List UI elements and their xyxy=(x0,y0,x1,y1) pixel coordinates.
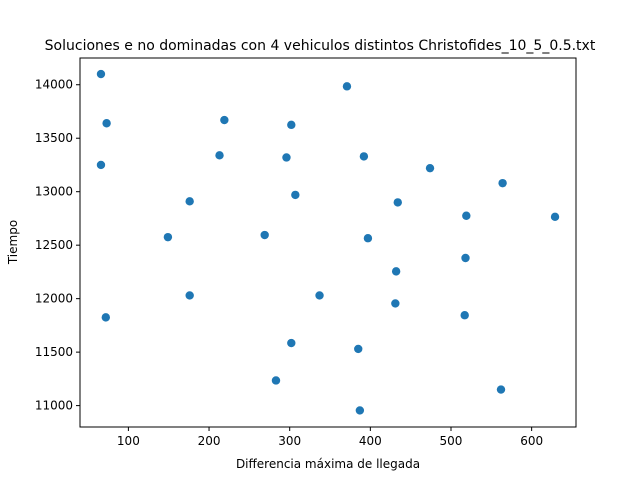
data-point xyxy=(215,151,224,160)
data-point xyxy=(271,376,281,385)
plot-area-frame xyxy=(79,57,577,428)
data-point xyxy=(359,152,369,161)
data-point xyxy=(391,299,400,308)
x-tick-label: 300 xyxy=(278,434,301,448)
data-point xyxy=(342,82,352,91)
data-points xyxy=(96,69,560,415)
data-point xyxy=(498,178,507,188)
data-point xyxy=(102,119,111,128)
data-point xyxy=(462,211,471,220)
data-point xyxy=(101,313,111,322)
data-point xyxy=(282,153,291,162)
x-tick-label: 600 xyxy=(520,434,543,448)
data-point xyxy=(185,197,194,206)
data-point xyxy=(550,212,560,222)
data-point xyxy=(496,385,506,394)
chart-title: Soluciones e no dominadas con 4 vehiculo… xyxy=(45,38,596,54)
data-point xyxy=(220,115,229,125)
data-point xyxy=(260,230,269,240)
data-point xyxy=(185,291,194,300)
data-point xyxy=(393,198,402,207)
x-tick-label: 400 xyxy=(359,434,382,448)
data-point xyxy=(354,344,363,354)
data-point xyxy=(96,69,106,79)
x-tick-label: 100 xyxy=(117,434,140,448)
y-tick-label: 12500 xyxy=(35,238,73,252)
data-point xyxy=(461,253,470,263)
y-tick-label: 14000 xyxy=(35,78,73,92)
data-point xyxy=(315,291,324,300)
x-tick-label: 200 xyxy=(198,434,221,448)
data-point xyxy=(460,311,469,320)
x-axis-label: Differencia máxima de llegada xyxy=(236,457,420,471)
data-point xyxy=(425,163,435,173)
data-point xyxy=(291,190,300,200)
y-tick-label: 12000 xyxy=(35,292,73,306)
x-tick-label: 500 xyxy=(440,434,463,448)
y-axis-label: Tiempo xyxy=(6,220,20,265)
data-point xyxy=(96,160,106,170)
y-tick-label: 11000 xyxy=(35,399,73,413)
data-point xyxy=(391,267,401,276)
data-point xyxy=(355,406,365,415)
data-point xyxy=(363,234,373,243)
y-tick-label: 13500 xyxy=(35,131,73,145)
axis-ticks: 100 200 300 400 500 600 11000 11500 12000 12500 13… xyxy=(35,78,543,448)
y-tick-label: 11500 xyxy=(35,345,73,359)
data-point xyxy=(287,120,296,130)
data-point xyxy=(287,338,296,348)
y-tick-label: 13000 xyxy=(35,185,73,199)
data-point xyxy=(163,232,173,242)
